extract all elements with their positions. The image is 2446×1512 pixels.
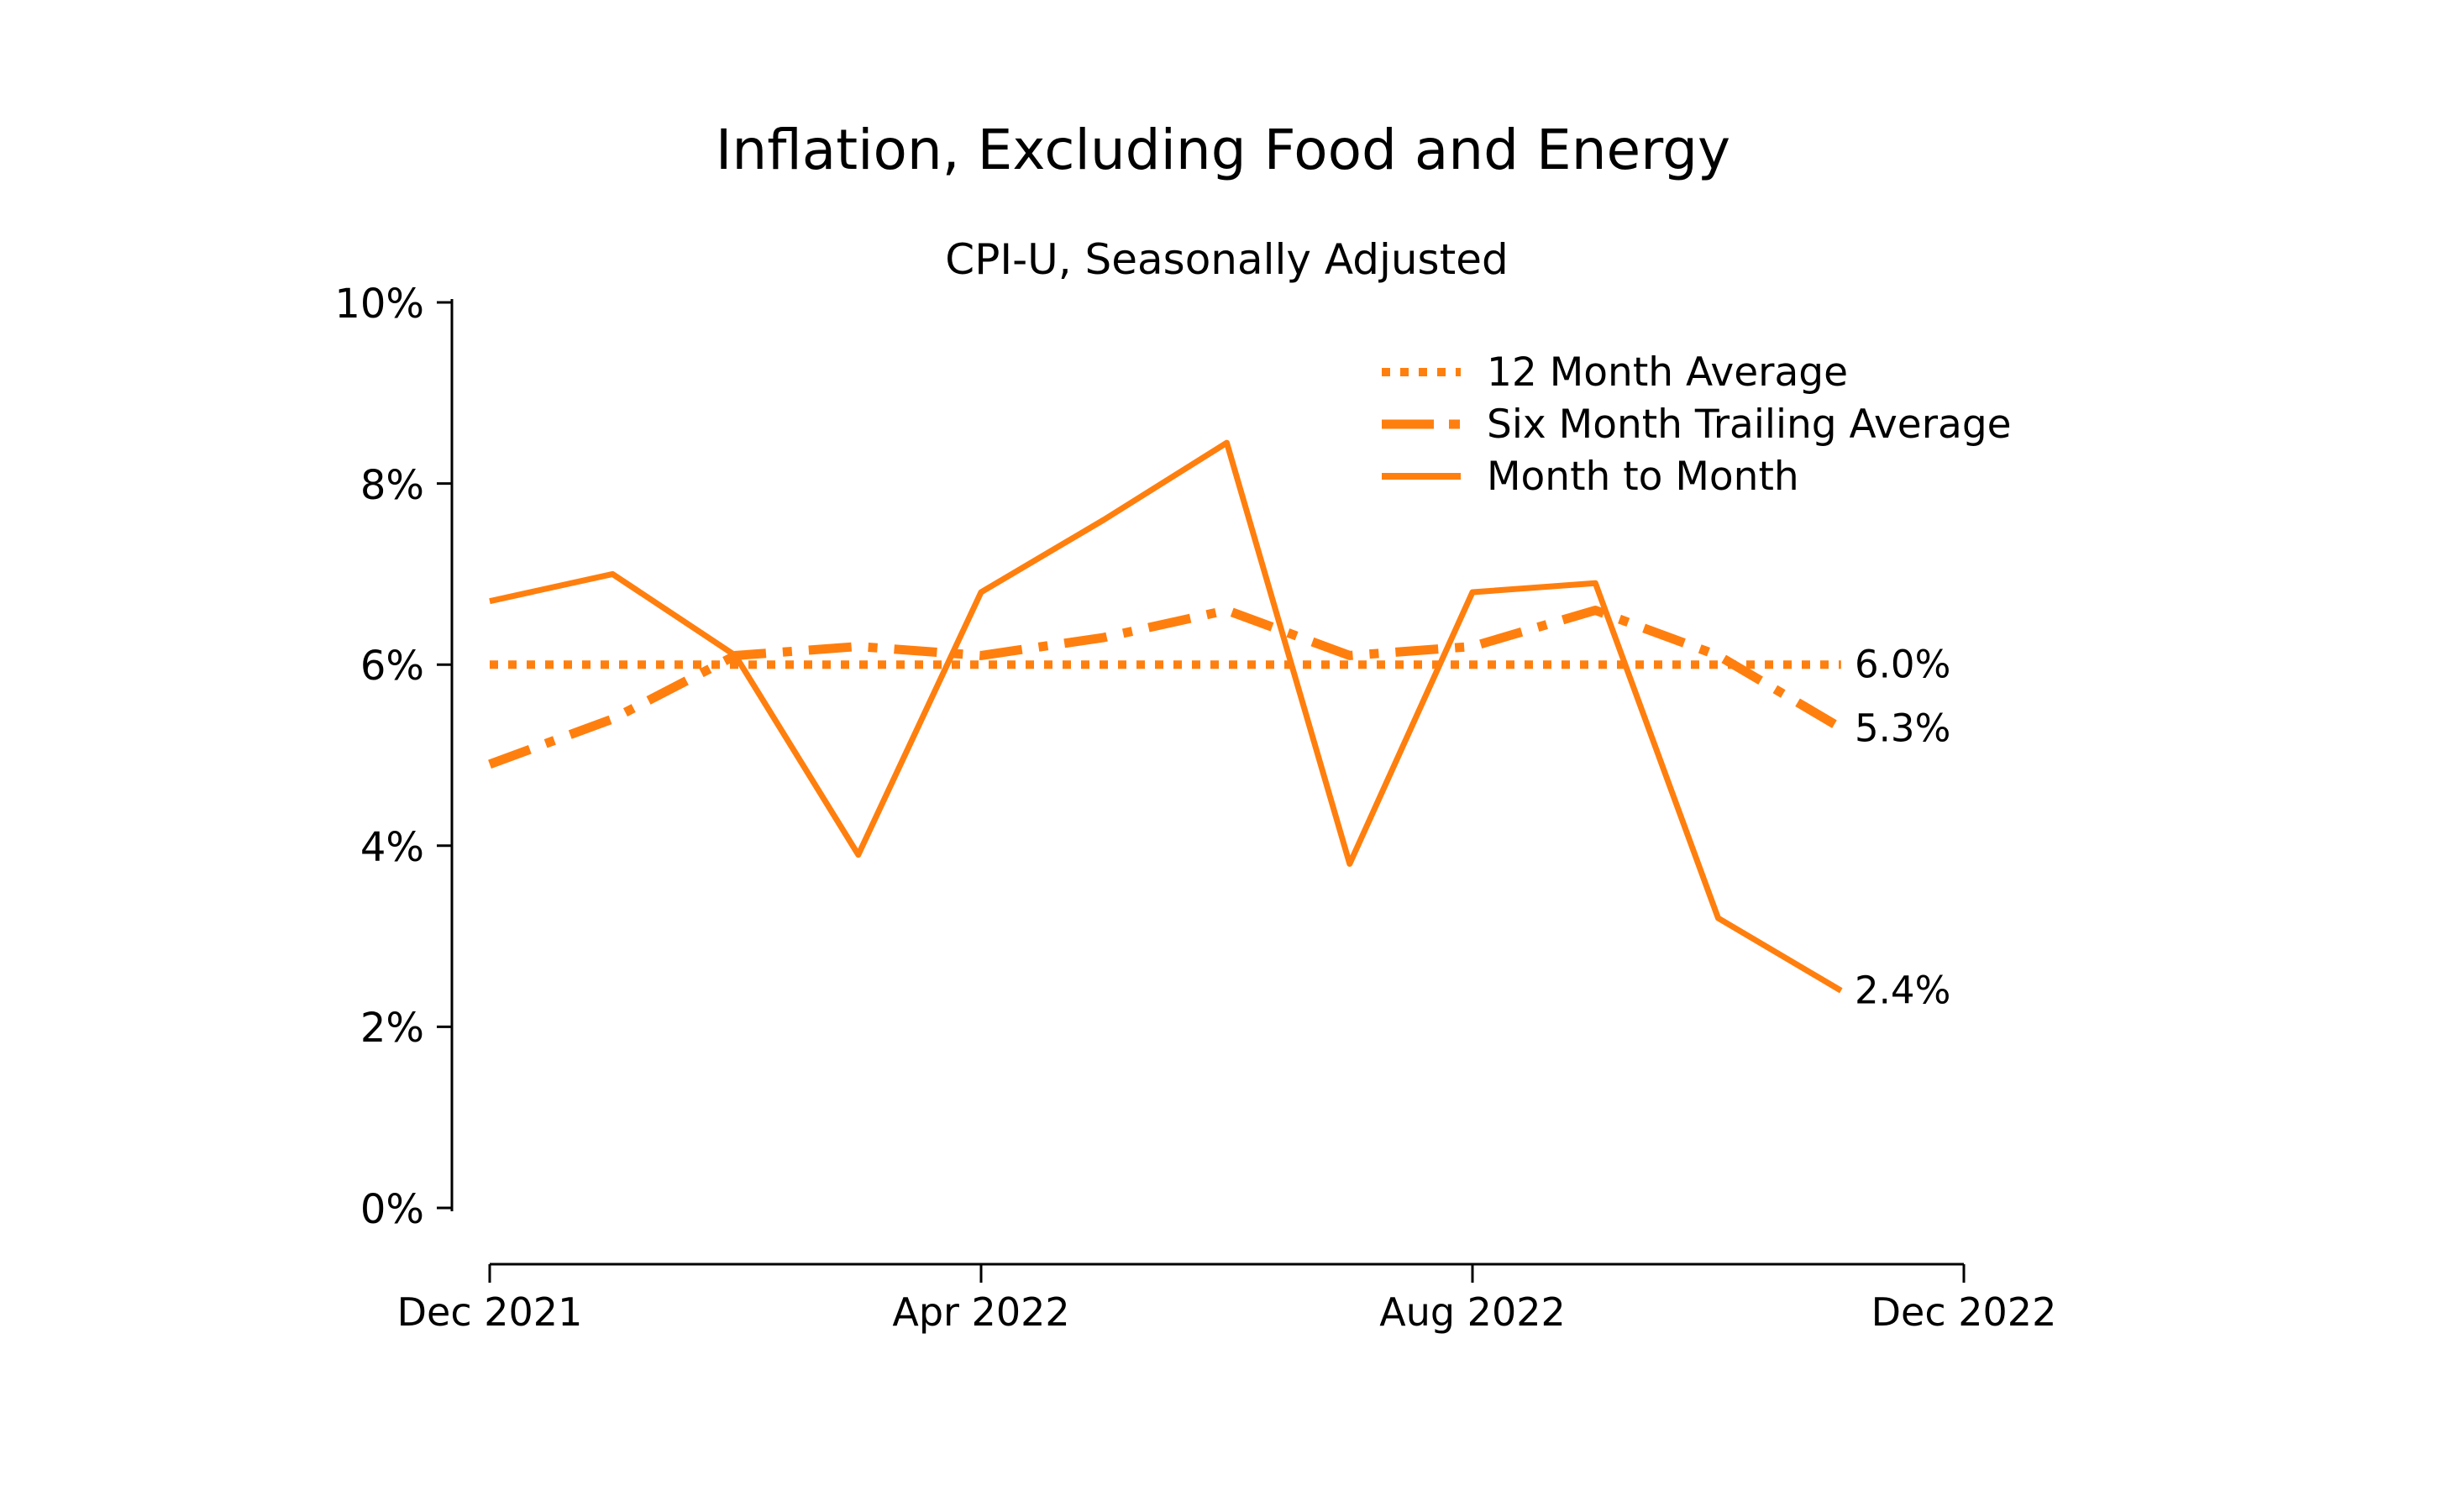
legend-item-six-month-trailing-average: Six Month Trailing Average bbox=[1382, 398, 2012, 450]
end-label-12-month-average: 6.0% bbox=[1855, 642, 1951, 687]
legend-label: Month to Month bbox=[1487, 453, 1799, 500]
legend-label: 12 Month Average bbox=[1487, 349, 1848, 396]
series-line-dashdot bbox=[488, 606, 1844, 769]
y-axis-tick-label: 8% bbox=[360, 461, 424, 509]
series-line-solid bbox=[489, 439, 1843, 994]
axes bbox=[437, 299, 1966, 1283]
legend-item-12-month-average: 12 Month Average bbox=[1382, 346, 2012, 398]
chart-title: Inflation, Excluding Food and Energy bbox=[715, 118, 1731, 182]
end-label-six-month-trailing-average: 5.3% bbox=[1855, 706, 1951, 751]
y-axis-tick-label: 4% bbox=[360, 823, 424, 871]
y-axis-tick-label: 10% bbox=[334, 281, 424, 328]
dotted-line-icon bbox=[1382, 368, 1461, 376]
chart-subtitle: CPI-U, Seasonally Adjusted bbox=[945, 235, 1509, 284]
x-axis-tick-label: Dec 2021 bbox=[396, 1289, 583, 1335]
solid-line-icon bbox=[1382, 473, 1461, 480]
legend-item-month-to-month: Month to Month bbox=[1382, 450, 2012, 502]
x-axis-tick-label: Dec 2022 bbox=[1871, 1289, 2057, 1335]
legend: 12 Month Average Six Month Trailing Aver… bbox=[1382, 346, 2012, 502]
x-axis-tick-label: Apr 2022 bbox=[892, 1289, 1070, 1335]
x-axis-tick-label: Aug 2022 bbox=[1379, 1289, 1566, 1335]
y-axis-tick-label: 0% bbox=[360, 1186, 424, 1233]
data-series-lines bbox=[488, 439, 1844, 994]
y-axis-tick-label: 6% bbox=[360, 643, 424, 690]
dash-dot-line-icon bbox=[1382, 419, 1461, 429]
y-axis-tick-label: 2% bbox=[360, 1005, 424, 1053]
end-label-month-to-month: 2.4% bbox=[1855, 968, 1951, 1013]
legend-label: Six Month Trailing Average bbox=[1487, 401, 2012, 448]
